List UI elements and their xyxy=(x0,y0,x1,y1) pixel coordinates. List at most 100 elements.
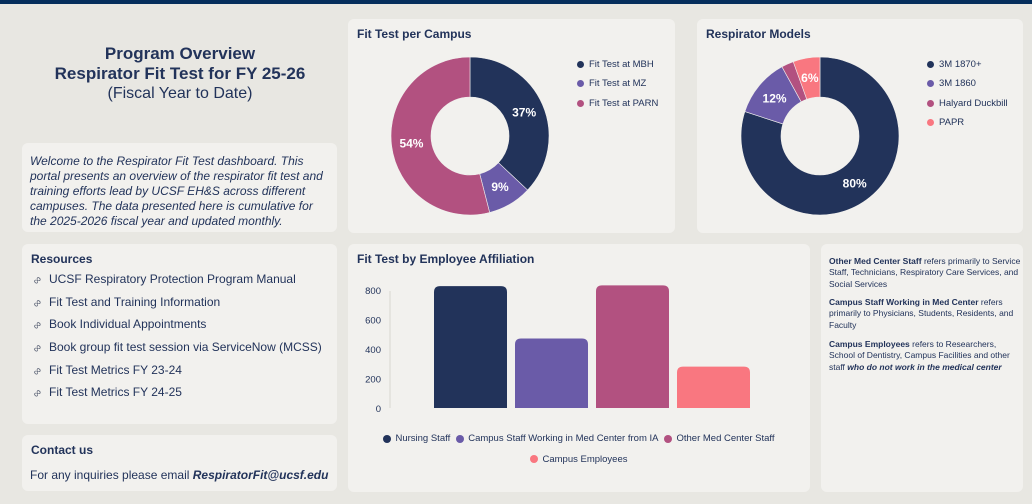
models-data-label: 12% xyxy=(763,91,787,105)
legend-label: Fit Test at MBH xyxy=(589,59,654,71)
campus-legend-item[interactable]: Fit Test at MBH xyxy=(577,55,658,74)
legend-label: Campus Staff Working in Med Center from … xyxy=(468,433,659,444)
y-tick-label: 600 xyxy=(365,315,381,326)
definition-item: Other Med Center Staff refers primarily … xyxy=(829,256,1021,290)
resource-link-label[interactable]: Book Individual Appointments xyxy=(49,317,207,332)
models-chart-title: Respirator Models xyxy=(706,27,811,41)
affiliation-legend-item[interactable]: Nursing Staff xyxy=(383,429,450,448)
models-chart-card: Respirator Models 80% 12% 6% 3M 1870+ 3M 18… xyxy=(697,19,1023,233)
affiliation-chart-card: Fit Test by Employee Affiliation 0 200 400… xyxy=(348,244,810,492)
campus-data-label: 37% xyxy=(512,106,536,120)
resource-link[interactable]: ∞ Fit Test Metrics FY 24-25 xyxy=(30,381,322,404)
affiliation-bar-chart: 0 200 400 600 800 xyxy=(365,285,750,415)
link-icon: ∞ xyxy=(30,341,45,356)
contact-line: For any inquiries please email Respirato… xyxy=(30,468,328,482)
campus-data-label: 54% xyxy=(399,136,423,150)
contact-email-link[interactable]: RespiratorFit@ucsf.edu xyxy=(192,468,329,482)
legend-dot-icon xyxy=(577,61,584,69)
page-title-line1: Program Overview xyxy=(104,44,256,63)
affiliation-chart-title: Fit Test by Employee Affiliation xyxy=(357,252,535,266)
legend-label: PAPR xyxy=(939,117,965,129)
models-slice[interactable] xyxy=(740,56,900,216)
welcome-card: Welcome to the Respirator Fit Test dashb… xyxy=(22,143,337,232)
legend-dot-icon xyxy=(927,119,934,127)
legend-label: Halyard Duckbill xyxy=(939,97,1008,109)
legend-dot-icon xyxy=(383,434,392,443)
resource-link[interactable]: ∞ Book Individual Appointments xyxy=(30,313,322,336)
campus-slice[interactable] xyxy=(469,56,550,191)
resource-link[interactable]: ∞ UCSF Respiratory Protection Program Man… xyxy=(30,268,322,291)
models-legend-item[interactable]: PAPR xyxy=(927,113,1008,132)
resource-link-label[interactable]: UCSF Respiratory Protection Program Manu… xyxy=(49,272,296,287)
definition-term: Campus Employees xyxy=(829,339,910,349)
link-icon: ∞ xyxy=(30,386,45,401)
models-legend-item[interactable]: Halyard Duckbill xyxy=(927,94,1008,113)
link-icon: ∞ xyxy=(30,364,45,379)
models-data-label: 80% xyxy=(843,177,867,191)
definition-term: Other Med Center Staff xyxy=(829,256,922,266)
legend-dot-icon xyxy=(927,80,934,88)
resource-link-label[interactable]: Fit Test Metrics FY 24-25 xyxy=(49,385,182,400)
legend-dot-icon xyxy=(456,434,465,443)
affiliation-legend-item[interactable]: Other Med Center Staff xyxy=(664,429,775,448)
legend-label: Other Med Center Staff xyxy=(676,433,775,444)
definitions-card: Other Med Center Staff refers primarily … xyxy=(821,244,1023,492)
models-legend-item[interactable]: 3M 1860 xyxy=(927,74,1008,93)
y-tick-label: 200 xyxy=(365,374,381,385)
affiliation-legend-item[interactable]: Campus Staff Working in Med Center from … xyxy=(456,429,658,448)
campus-legend-item[interactable]: Fit Test at MZ xyxy=(577,74,658,93)
legend-label: Campus Employees xyxy=(542,453,628,465)
resources-list: ∞ UCSF Respiratory Protection Program Man… xyxy=(30,268,322,404)
resources-title: Resources xyxy=(31,252,93,266)
bar[interactable] xyxy=(515,338,588,408)
contact-title: Contact us xyxy=(31,443,94,457)
page-header: Program Overview Respirator Fit Test for… xyxy=(22,44,338,104)
legend-dot-icon xyxy=(530,455,539,463)
models-legend-item[interactable]: 3M 1870+ xyxy=(927,55,1008,74)
definition-text: refers to Researchers, School of Dentist… xyxy=(829,339,1010,372)
legend-label: Fit Test at PARN xyxy=(589,97,659,109)
models-slice[interactable] xyxy=(792,56,821,100)
campus-legend-item[interactable]: Fit Test at PARN xyxy=(577,94,658,113)
resource-link[interactable]: ∞ Fit Test Metrics FY 23-24 xyxy=(30,358,322,381)
legend-label: 3M 1860 xyxy=(939,78,976,90)
models-donut-chart: 80% 12% 6% xyxy=(740,56,900,216)
top-bar xyxy=(0,0,1032,4)
resource-link-label[interactable]: Book group fit test session via ServiceN… xyxy=(49,340,322,355)
affiliation-legend-item[interactable]: Campus Employees xyxy=(530,450,628,469)
bar[interactable] xyxy=(596,285,669,408)
models-chart-legend: 3M 1870+ 3M 1860 Halyard Duckbill PAPR xyxy=(927,55,1008,132)
legend-dot-icon xyxy=(927,99,934,107)
y-tick-label: 400 xyxy=(365,345,381,356)
definition-text: refers primarily to Service Staff, Techn… xyxy=(829,256,1021,289)
models-data-label: 6% xyxy=(801,71,819,85)
resource-link[interactable]: ∞ Book group fit test session via Service… xyxy=(30,336,322,359)
affiliation-chart-legend: Nursing Staff Campus Staff Working in Med… xyxy=(348,429,810,470)
resource-link-label[interactable]: Fit Test Metrics FY 23-24 xyxy=(49,362,182,377)
definition-item: Campus Employees refers to Researchers, … xyxy=(829,339,1021,373)
link-icon: ∞ xyxy=(30,318,45,333)
page-subtitle: (Fiscal Year to Date) xyxy=(107,85,253,102)
legend-dot-icon xyxy=(664,434,673,443)
definition-term: Campus Staff Working in Med Center xyxy=(829,297,979,307)
campus-chart-legend: Fit Test at MBH Fit Test at MZ Fit Test at… xyxy=(577,55,658,113)
resource-link[interactable]: ∞ Fit Test and Training Information xyxy=(31,291,322,314)
welcome-text: Welcome to the Respirator Fit Test dashb… xyxy=(30,154,323,228)
definition-item: Campus Staff Working in Med Center refer… xyxy=(829,297,1021,331)
contact-text: For any inquiries please email xyxy=(30,468,193,482)
campus-donut-chart: 37% 9% 54% xyxy=(390,56,550,216)
link-icon: ∞ xyxy=(30,273,45,288)
resources-card: Resources ∞ UCSF Respiratory Protection P… xyxy=(22,244,337,424)
legend-label: Nursing Staff xyxy=(395,433,451,444)
legend-label: 3M 1870+ xyxy=(939,59,982,71)
bar[interactable] xyxy=(434,286,507,408)
campus-chart-card: Fit Test per Campus 37% 9% 54% Fit Test at… xyxy=(348,19,675,233)
y-tick-label: 0 xyxy=(376,404,381,415)
campus-slice[interactable] xyxy=(390,56,491,216)
campus-data-label: 9% xyxy=(491,180,509,194)
legend-dot-icon xyxy=(577,99,584,107)
y-tick-label: 800 xyxy=(365,286,381,297)
campus-chart-title: Fit Test per Campus xyxy=(357,27,472,41)
bar[interactable] xyxy=(677,366,750,408)
resource-link-label[interactable]: Fit Test and Training Information xyxy=(49,294,221,309)
